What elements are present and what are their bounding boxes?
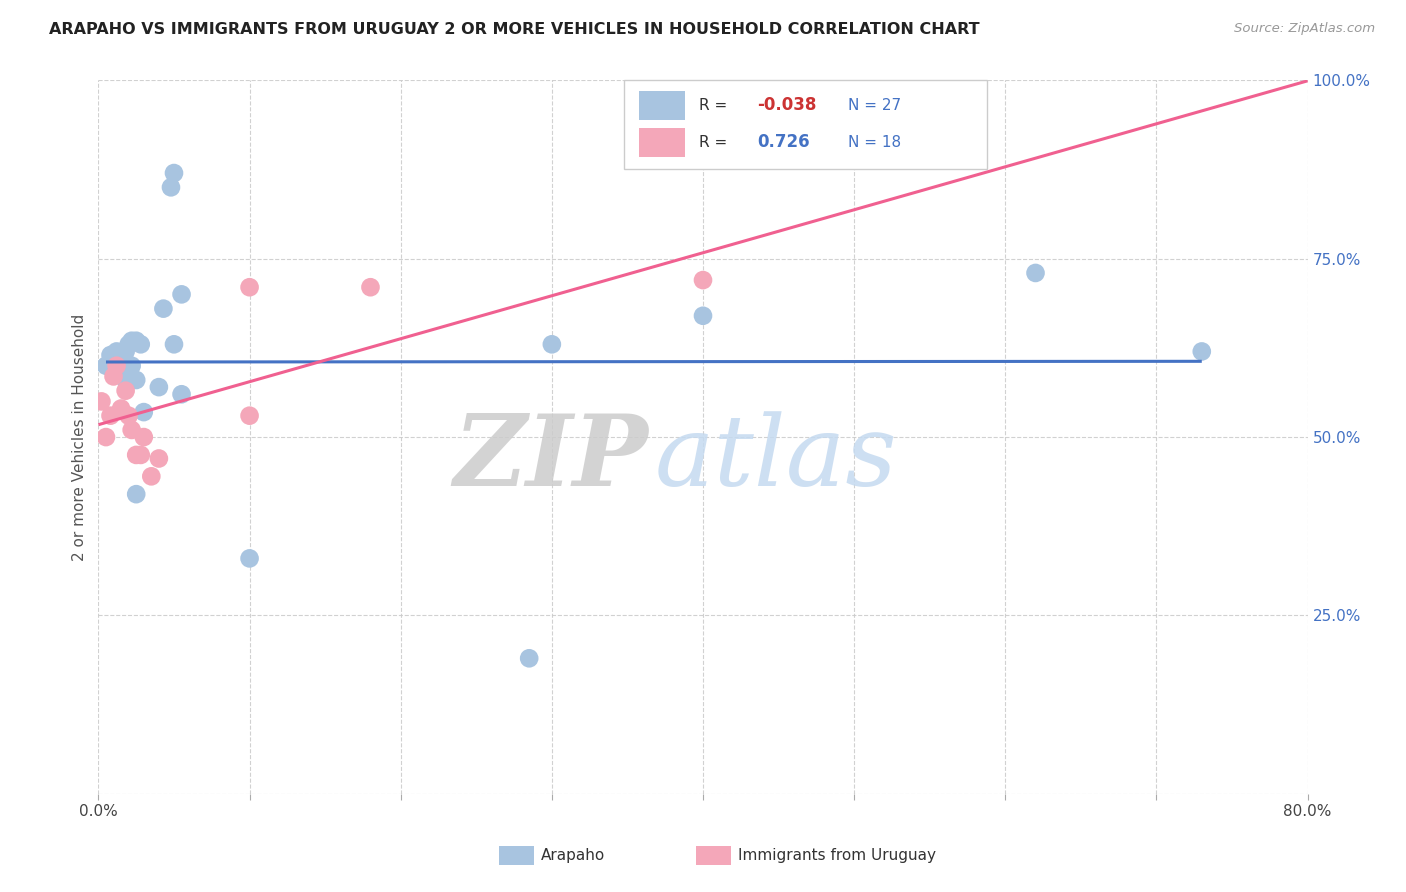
Point [170,387,193,401]
Point [148,380,170,394]
Point [160,180,183,194]
Point [114,344,136,359]
Point [125,373,148,387]
Text: ARAPAHO VS IMMIGRANTS FROM URUGUAY 2 OR MORE VEHICLES IN HOUSEHOLD CORRELATION C: ARAPAHO VS IMMIGRANTS FROM URUGUAY 2 OR … [49,22,980,37]
Point [132,405,155,419]
Point [692,273,714,287]
FancyBboxPatch shape [638,91,685,120]
Point [105,344,128,359]
Text: Arapaho: Arapaho [541,848,606,863]
Point [239,280,262,294]
Text: R =: R = [699,135,728,150]
Text: Immigrants from Uruguay: Immigrants from Uruguay [738,848,936,863]
Text: Source: ZipAtlas.com: Source: ZipAtlas.com [1234,22,1375,36]
Point [110,401,132,416]
FancyBboxPatch shape [624,80,987,169]
Point [94,430,117,444]
Point [100,348,122,362]
Point [163,166,186,180]
FancyBboxPatch shape [638,128,685,157]
Point [1024,266,1046,280]
Point [105,359,128,373]
Y-axis label: 2 or more Vehicles in Household: 2 or more Vehicles in Household [72,313,87,561]
Text: atlas: atlas [655,411,897,506]
Point [239,551,262,566]
Text: 0.726: 0.726 [758,134,810,152]
Point [121,334,143,348]
Point [129,448,152,462]
Point [141,469,163,483]
Point [110,348,132,362]
Point [125,487,148,501]
Point [125,448,148,462]
Point [94,359,117,373]
Point [170,287,193,301]
Point [118,409,141,423]
Point [692,309,714,323]
Text: R =: R = [699,98,728,112]
Point [152,301,174,316]
Point [125,334,148,348]
Point [129,337,152,351]
Point [118,337,141,351]
Text: N = 18: N = 18 [848,135,901,150]
Point [132,430,155,444]
Text: N = 27: N = 27 [848,98,901,112]
Text: -0.038: -0.038 [758,96,817,114]
Point [114,384,136,398]
Text: ZIP: ZIP [454,410,648,507]
Point [517,651,540,665]
Point [360,280,382,294]
Point [103,369,125,384]
Point [90,394,112,409]
Point [121,359,143,373]
Point [100,409,122,423]
Point [540,337,562,351]
Point [239,409,262,423]
Point [114,373,136,387]
Point [148,451,170,466]
Point [121,423,143,437]
Point [163,337,186,351]
Point [1191,344,1213,359]
